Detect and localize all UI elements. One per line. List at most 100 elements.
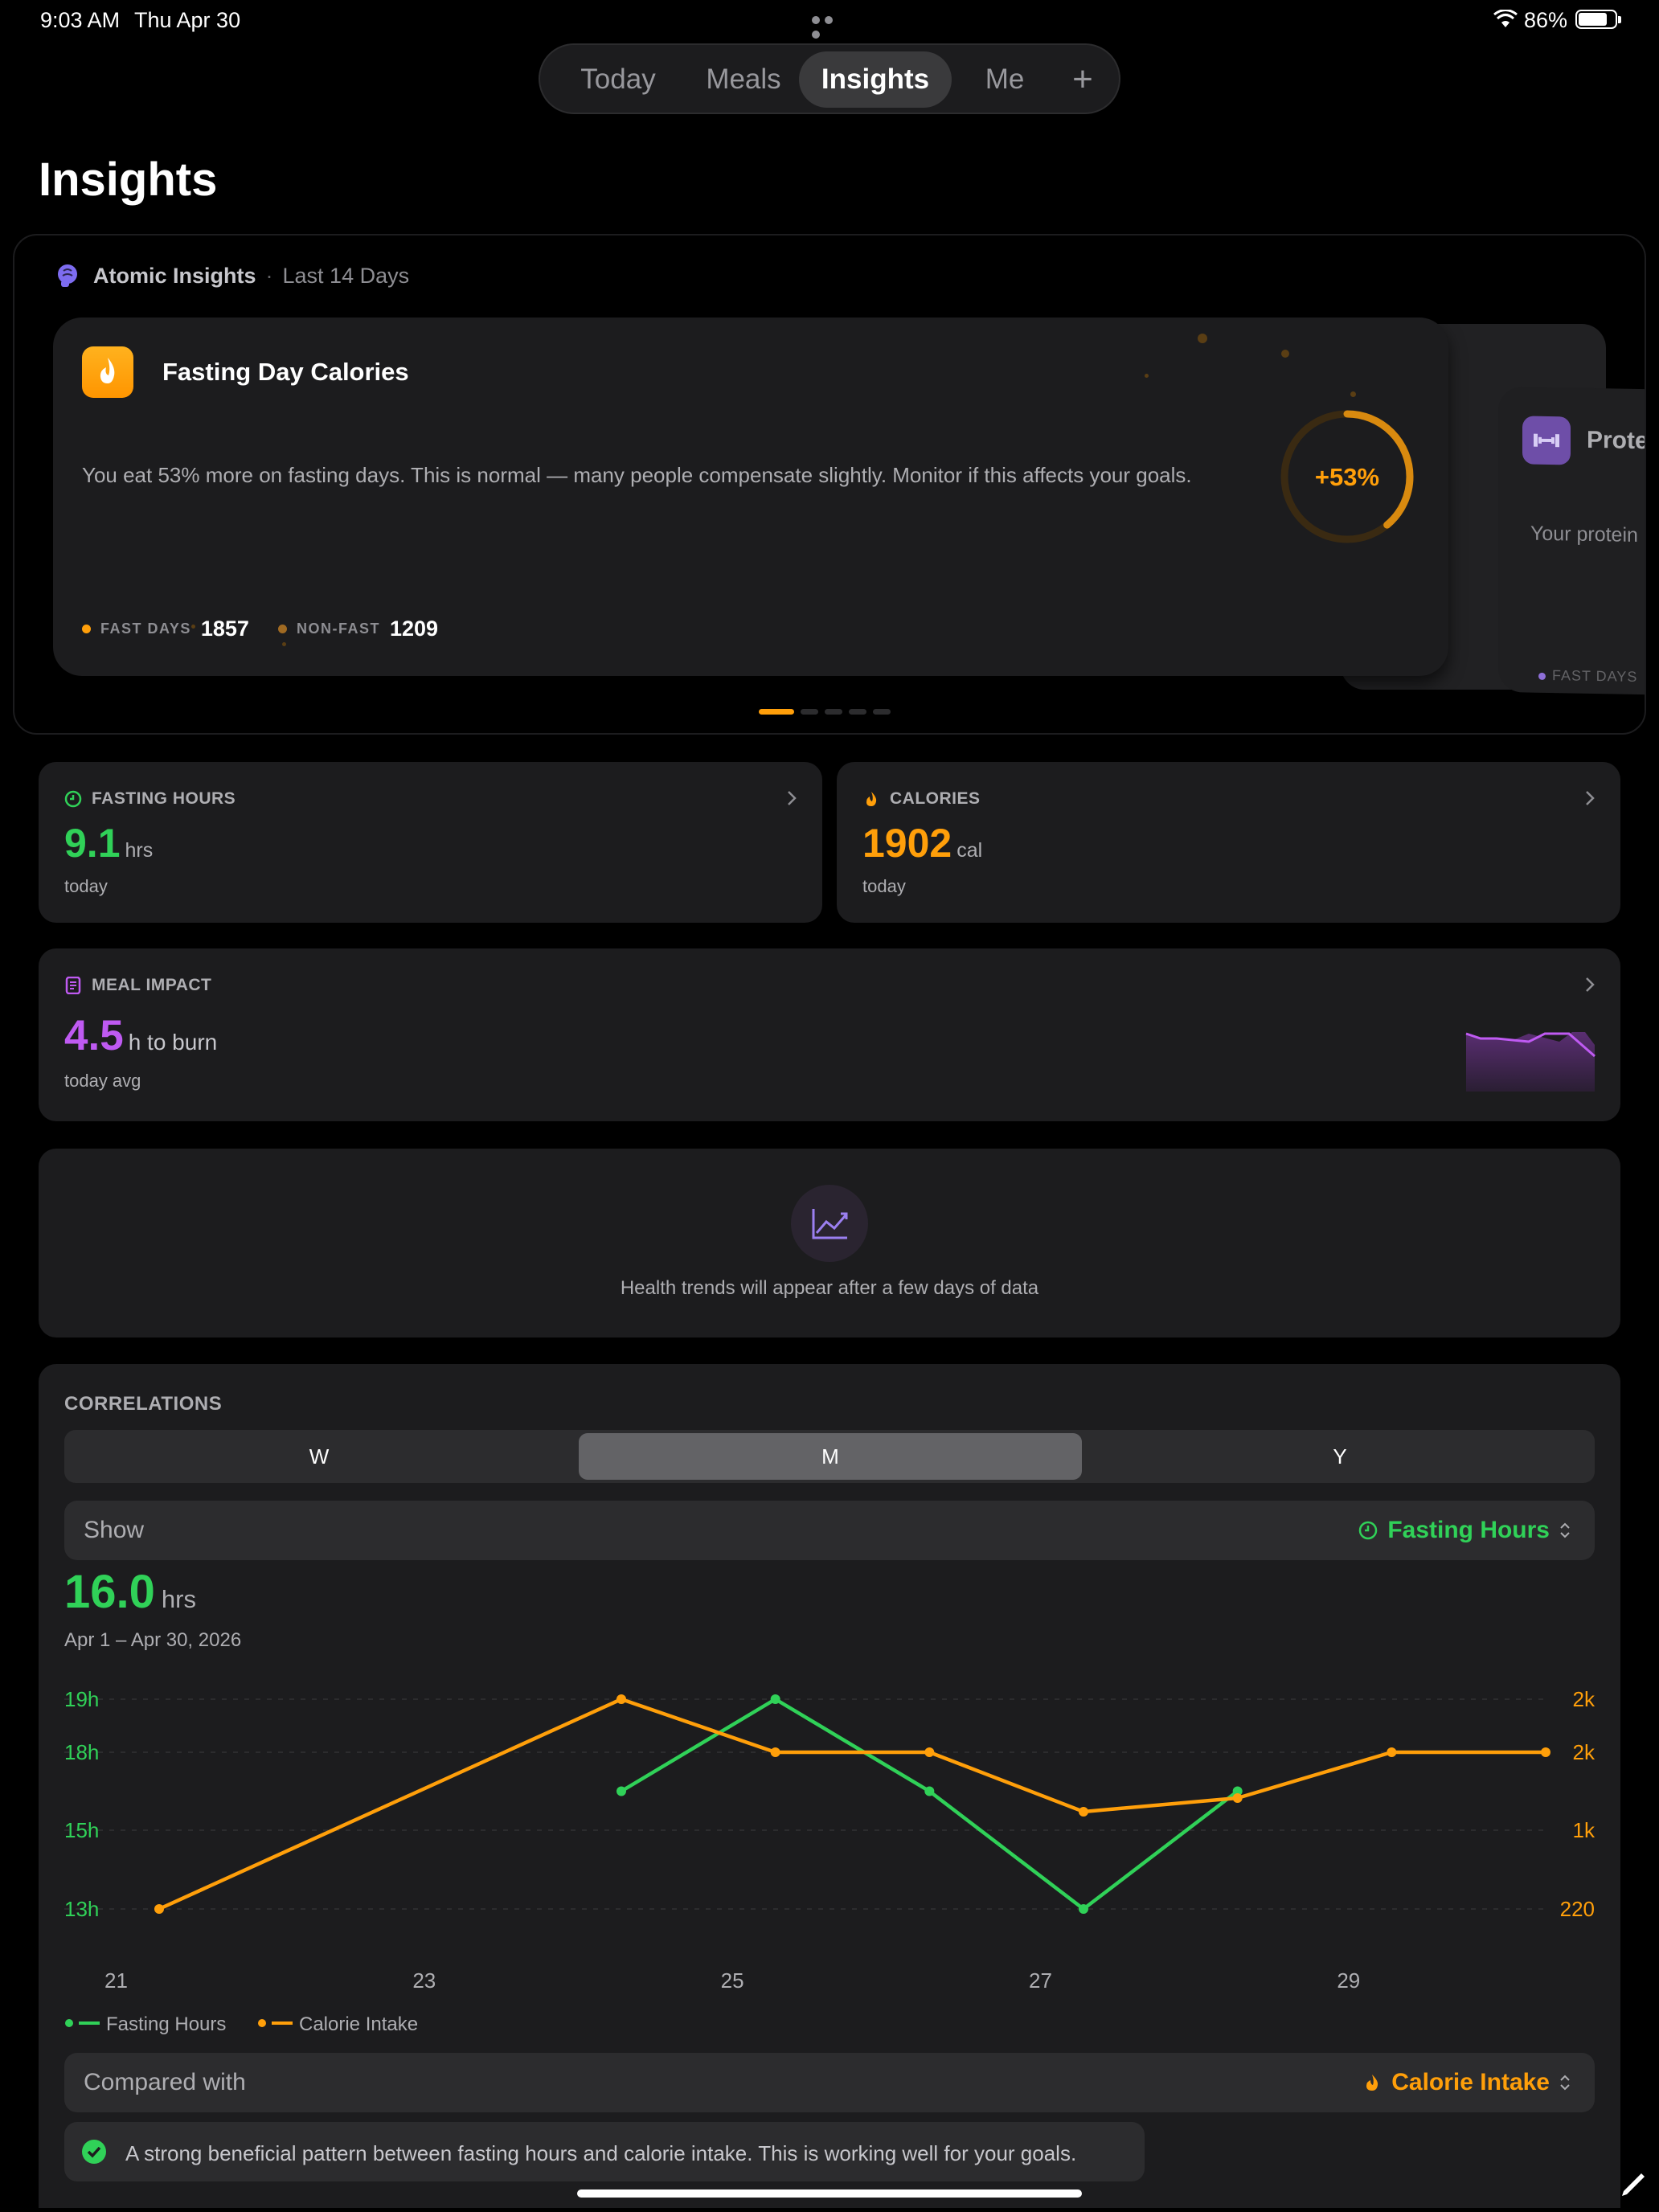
correlation-chart: 19h 2k 18h 2k 15h 1k 13h 220 21 23 25 27 29 Fasting H…	[64, 1687, 1596, 2035]
meal-impact-sparkline	[1465, 1032, 1596, 1092]
flame-icon	[866, 792, 877, 806]
checkmark-icon	[82, 2140, 106, 2164]
compared-value[interactable]: Calorie Intake	[1362, 2069, 1571, 2096]
page-dot[interactable]	[849, 709, 866, 715]
correlation-value: 16.0	[64, 1566, 155, 1618]
x-tick-label: 29	[1337, 1968, 1360, 1993]
y-right-tick-label: 220	[1560, 1897, 1595, 1921]
header-separator: ·	[265, 263, 273, 288]
home-indicator[interactable]	[577, 2189, 1082, 2198]
chevron-up-down-icon	[1560, 1522, 1570, 1538]
brain-icon	[58, 264, 77, 287]
correlation-note-text: A strong beneficial pattern between fast…	[125, 2141, 1077, 2165]
x-tick-label: 23	[412, 1968, 436, 1993]
atomic-insights-period: Last 14 Days	[282, 263, 410, 288]
y-left-tick-label: 18h	[64, 1740, 99, 1764]
chevron-right-icon	[788, 791, 797, 805]
tab-insights[interactable]: Insights	[799, 51, 952, 108]
wifi-icon	[1493, 10, 1518, 27]
correlation-big-value: 16.0 hrs	[64, 1565, 196, 1619]
data-point	[924, 1786, 935, 1796]
next-card-text: Your protein	[1530, 522, 1638, 547]
segment-month[interactable]: M	[579, 1433, 1082, 1480]
fast-days-dot	[82, 625, 91, 633]
multitasking-dots-icon[interactable]	[812, 14, 849, 39]
calories-card[interactable]: CALORIES 1902 cal today	[837, 762, 1620, 923]
health-trends-text: Health trends will appear after a few da…	[620, 1277, 1039, 1299]
meal-impact-card[interactable]: MEAL IMPACT 4.5 h to burn today avg	[39, 948, 1620, 1121]
period-segmented-control: W M Y	[64, 1430, 1595, 1483]
flame-icon	[82, 346, 133, 398]
chart-trend-icon	[791, 1185, 868, 1262]
meal-impact-sub: today avg	[64, 1071, 141, 1091]
data-point	[1387, 1747, 1397, 1757]
page-dot[interactable]	[825, 709, 842, 715]
legend-label: Calorie Intake	[299, 2013, 418, 2035]
add-tab-button[interactable]: +	[1072, 59, 1093, 99]
calories-label: CALORIES	[890, 789, 981, 808]
page-dot[interactable]	[873, 709, 891, 715]
flame-icon	[1366, 2075, 1378, 2091]
y-right-tick-label: 2k	[1573, 1687, 1596, 1711]
correlation-unit: hrs	[161, 1585, 196, 1613]
pencil-icon[interactable]	[1619, 2170, 1648, 2199]
tab-me[interactable]: Me	[985, 63, 1025, 95]
percent-ring: +53%	[1275, 404, 1419, 549]
compared-with-picker[interactable]: Compared with Calorie Intake	[64, 2053, 1595, 2112]
non-fast-label: NON-FAST	[296, 621, 380, 637]
fasting-hours-label: FASTING HOURS	[92, 789, 236, 808]
data-point	[1079, 1904, 1088, 1914]
y-right-tick-label: 2k	[1573, 1740, 1596, 1764]
page-dot[interactable]	[801, 709, 818, 715]
calories-value: 1902	[862, 821, 952, 866]
compared-label: Compared with	[84, 2069, 246, 2095]
meal-impact-value-row: 4.5 h to burn	[64, 1011, 217, 1060]
y-left-tick-label: 15h	[64, 1818, 99, 1842]
tab-meals[interactable]: Meals	[706, 63, 781, 95]
meal-impact-unit: h to burn	[128, 1030, 218, 1055]
show-value[interactable]: Fasting Hours	[1358, 1517, 1571, 1544]
page-dot[interactable]	[759, 709, 794, 715]
clock-icon	[64, 790, 82, 808]
fast-days-label: FAST DAYS	[100, 621, 191, 637]
fasting-hours-value-row: 9.1 hrs	[64, 820, 153, 866]
data-point	[154, 1904, 164, 1914]
fasting-hours-sub: today	[64, 876, 108, 896]
insight-card-fasting-day-calories[interactable]: Fasting Day Calories You eat 53% more on…	[53, 317, 1448, 676]
data-point	[770, 1747, 780, 1757]
segment-year[interactable]: Y	[1333, 1444, 1347, 1469]
data-point	[924, 1747, 935, 1757]
fasting-hours-card[interactable]: FASTING HOURS 9.1 hrs today	[39, 762, 822, 923]
data-point	[1079, 1806, 1088, 1817]
show-metric-picker[interactable]: Show Fasting Hours	[64, 1501, 1595, 1560]
battery-icon	[1575, 10, 1621, 29]
data-point	[616, 1786, 626, 1796]
atomic-insights-title: Atomic Insights	[93, 263, 256, 288]
y-right-tick-label: 1k	[1573, 1818, 1596, 1842]
status-date: Thu Apr 30	[134, 8, 241, 32]
meal-impact-label: MEAL IMPACT	[92, 976, 212, 994]
insight-card-next[interactable]: Prote Your protein FAST DAYS	[1498, 386, 1645, 696]
tab-today[interactable]: Today	[580, 63, 656, 95]
x-tick-label: 21	[104, 1968, 128, 1993]
fasting-hours-header: FASTING HOURS	[64, 789, 236, 809]
top-tab-bar: Today Meals Insights Me +	[539, 43, 1120, 114]
fast-days-value: 1857	[200, 616, 249, 641]
show-label: Show	[84, 1517, 145, 1543]
meal-impact-header: MEAL IMPACT	[64, 976, 211, 995]
meal-impact-value: 4.5	[64, 1012, 124, 1059]
correlation-date-range: Apr 1 – Apr 30, 2026	[64, 1629, 242, 1651]
non-fast-value: 1209	[389, 616, 439, 641]
legend-dot	[65, 2019, 73, 2027]
document-icon	[65, 977, 81, 994]
chevron-right-icon	[1586, 977, 1595, 992]
atomic-insights-panel: Atomic Insights · Last 14 Days Prote You…	[13, 234, 1646, 735]
calories-sub: today	[862, 876, 906, 896]
data-point	[616, 1694, 626, 1704]
battery-percent: 86%	[1524, 8, 1568, 32]
segment-week[interactable]: W	[309, 1444, 330, 1469]
series-line-calorie-intake	[158, 1697, 1546, 1911]
insight-card-title: Fasting Day Calories	[162, 358, 409, 386]
non-fast-dot	[277, 625, 287, 633]
y-left-tick-label: 13h	[64, 1897, 99, 1921]
